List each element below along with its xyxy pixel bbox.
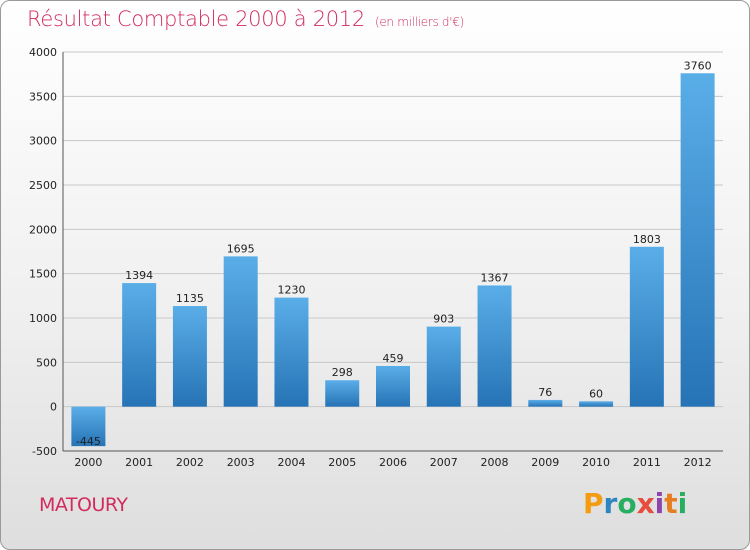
bar-2003 <box>223 256 258 407</box>
bar-2011 <box>629 246 664 407</box>
bar-2009 <box>528 399 563 407</box>
x-tick-label: 2012 <box>684 456 712 469</box>
y-tick-label: 3500 <box>29 90 57 103</box>
value-label: 1230 <box>277 284 305 297</box>
value-label: 60 <box>589 387 603 400</box>
logo-letter: x <box>636 487 655 520</box>
logo-letter: i <box>654 487 665 520</box>
axes <box>62 52 723 452</box>
bar-2007 <box>426 326 461 407</box>
x-tick-label: 2001 <box>125 456 153 469</box>
x-tick-label: 2003 <box>227 456 255 469</box>
value-label: 3760 <box>684 59 712 72</box>
value-label: 1367 <box>481 271 509 284</box>
bar-2006 <box>376 365 410 407</box>
proxiti-logo: Proxiti <box>583 487 687 520</box>
bar-2004 <box>274 297 309 407</box>
bar-2000 <box>71 406 106 447</box>
labels: -500 0 500 1000 1500 2000 2500 3000 3500 4000 2000… <box>29 46 712 469</box>
y-tick-label: -500 <box>32 445 57 458</box>
bar-2012 <box>680 73 715 407</box>
chart-subtitle: (en milliers d'€) <box>374 15 464 29</box>
logo-letter: i <box>677 487 688 520</box>
value-label: -445 <box>76 435 101 448</box>
bars <box>71 73 715 447</box>
commune-name: MATOURY <box>39 494 128 516</box>
y-tick-label: 3000 <box>29 135 57 148</box>
value-label: 298 <box>332 366 353 379</box>
bar-2010 <box>579 401 614 407</box>
y-tick-label: 1000 <box>29 312 57 325</box>
logo-letter: t <box>664 487 678 520</box>
chart-title: Résultat Comptable 2000 à 2012 <box>27 7 365 31</box>
value-label: 76 <box>538 386 552 399</box>
value-label: 903 <box>433 313 454 326</box>
value-label: 1394 <box>125 269 153 282</box>
value-label: 1695 <box>227 242 255 255</box>
value-label: 1135 <box>176 292 204 305</box>
value-label: 459 <box>383 352 404 365</box>
x-tick-label: 2004 <box>277 456 305 469</box>
x-tick-label: 2009 <box>531 456 559 469</box>
y-tick-label: 1500 <box>29 268 57 281</box>
bar-2001 <box>122 283 157 407</box>
logo-letter: r <box>603 487 618 520</box>
chart-title-line: Résultat Comptable 2000 à 2012 (en millie… <box>27 7 464 31</box>
x-tick-label: 2010 <box>582 456 610 469</box>
logo-letter: o <box>617 487 637 520</box>
y-tick-label: 2500 <box>29 179 57 192</box>
value-label: 1803 <box>633 233 661 246</box>
x-tick-label: 2006 <box>379 456 407 469</box>
x-tick-label: 2011 <box>633 456 661 469</box>
y-tick-label: 0 <box>50 401 57 414</box>
y-tick-label: 2000 <box>29 223 57 236</box>
x-tick-label: 2007 <box>430 456 458 469</box>
x-tick-label: 2000 <box>74 456 102 469</box>
y-tick-label: 500 <box>36 356 57 369</box>
x-tick-label: 2008 <box>481 456 509 469</box>
y-tick-label: 4000 <box>29 46 57 59</box>
x-tick-label: 2002 <box>176 456 204 469</box>
bar-2005 <box>325 380 360 407</box>
bar-2002 <box>172 306 207 407</box>
bar-2008 <box>477 285 512 407</box>
logo-letter: P <box>583 487 604 520</box>
x-tick-label: 2005 <box>328 456 356 469</box>
